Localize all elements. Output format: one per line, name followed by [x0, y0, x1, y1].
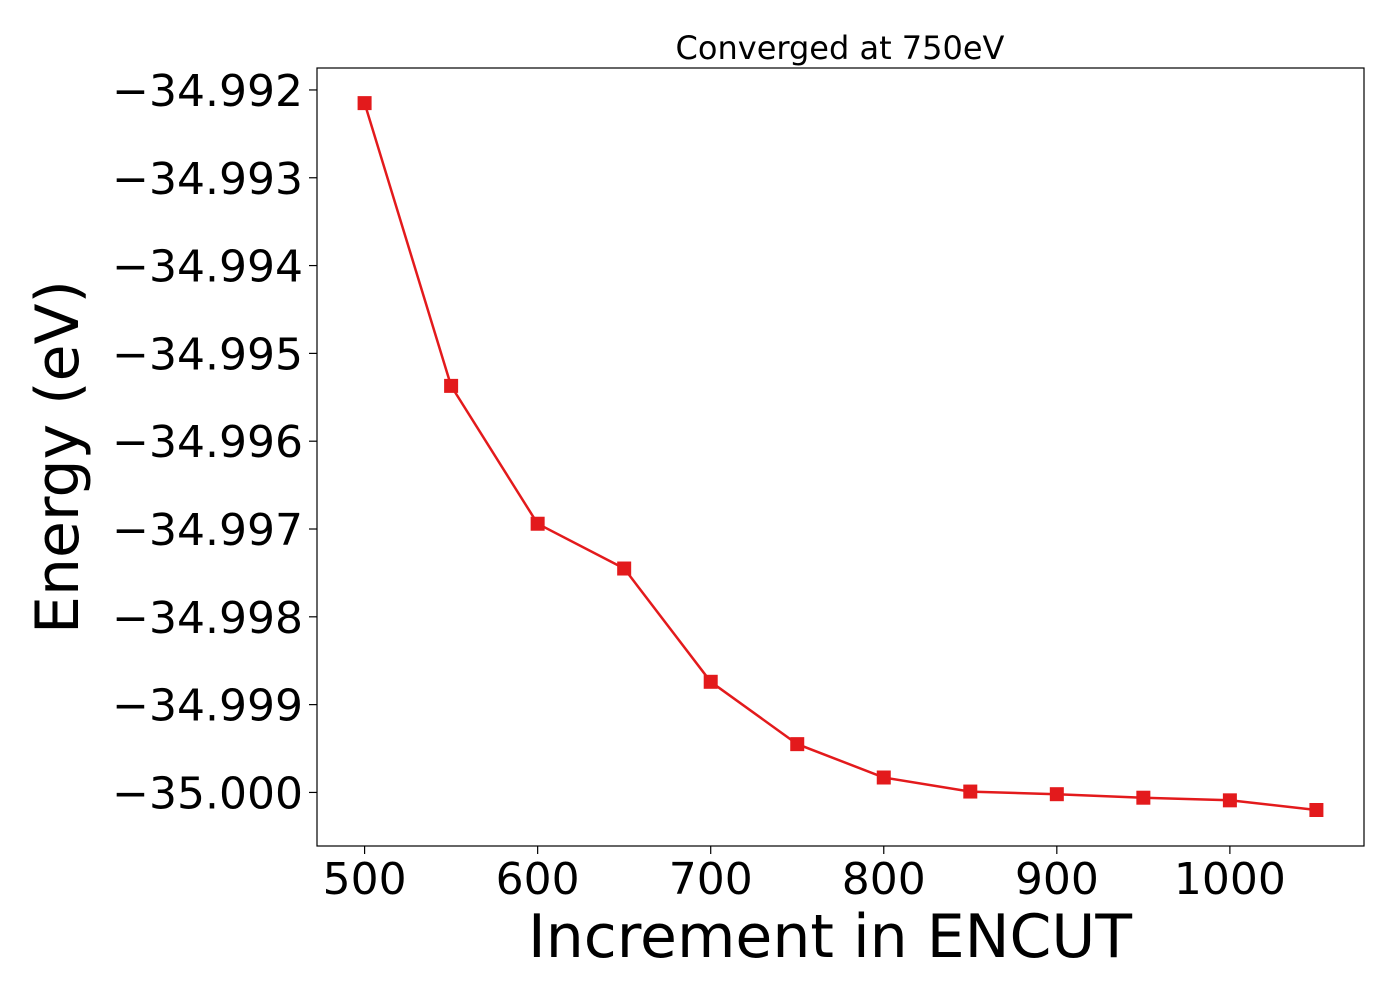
- chart-title: Converged at 750eV: [676, 29, 1005, 67]
- data-point: [790, 737, 805, 752]
- data-point: [617, 561, 632, 576]
- y-tick-label: −34.996: [112, 417, 303, 468]
- y-tick-label: −35.000: [112, 768, 303, 819]
- series-line: [363, 102, 1317, 812]
- data-point: [357, 96, 372, 111]
- x-axis: 500 600 700 800 900 1000: [323, 846, 1286, 905]
- x-tick-label: 700: [669, 854, 753, 905]
- data-point: [1049, 787, 1064, 802]
- y-tick-label: −34.998: [112, 593, 303, 644]
- y-tick-label: −34.992: [112, 66, 303, 117]
- data-point: [1136, 790, 1151, 805]
- data-point: [1222, 793, 1237, 808]
- x-tick-label: 900: [1015, 854, 1099, 905]
- y-tick-label: −34.994: [112, 242, 303, 293]
- data-point: [963, 784, 978, 799]
- series-markers: [357, 96, 1324, 817]
- data-point: [1309, 802, 1324, 817]
- y-tick-label: −34.999: [112, 681, 303, 732]
- y-axis-title: Energy (eV): [23, 280, 93, 634]
- data-point: [530, 516, 545, 531]
- x-tick-label: 800: [842, 854, 926, 905]
- plot-area: [316, 67, 1365, 847]
- x-tick-label: 600: [496, 854, 580, 905]
- data-point: [703, 674, 718, 689]
- y-tick-label: −34.995: [112, 329, 303, 380]
- data-point: [876, 770, 891, 785]
- data-point: [444, 378, 459, 393]
- y-axis: −34.992 −34.993 −34.994 −34.995 −34.996 −34.9…: [112, 66, 317, 819]
- y-tick-label: −34.993: [112, 154, 303, 205]
- y-tick-label: −34.997: [112, 505, 303, 556]
- x-tick-label: 1000: [1174, 854, 1286, 905]
- x-tick-label: 500: [323, 854, 407, 905]
- x-axis-title: Increment in ENCUT: [528, 902, 1132, 972]
